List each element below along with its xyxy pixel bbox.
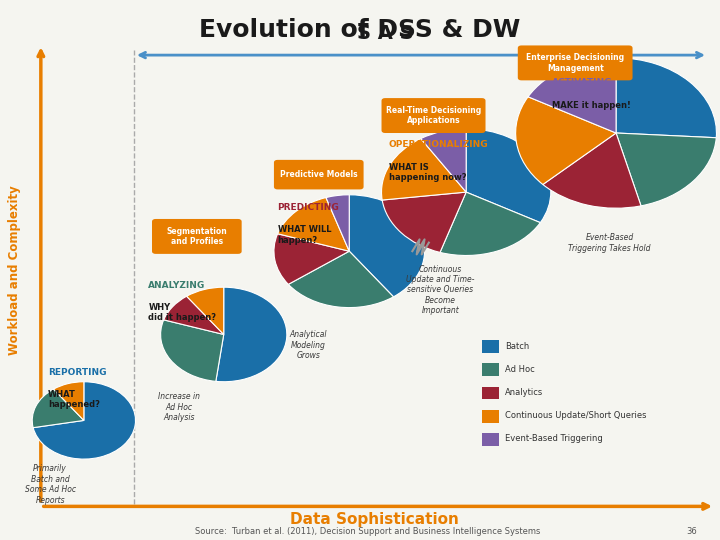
- Wedge shape: [163, 296, 224, 334]
- Wedge shape: [326, 195, 349, 251]
- Wedge shape: [161, 320, 224, 381]
- Text: ANALYZING: ANALYZING: [148, 281, 206, 291]
- Text: S A S: S A S: [357, 24, 413, 43]
- Text: Primarily
Batch and
Some Ad Hoc
Reports: Primarily Batch and Some Ad Hoc Reports: [24, 464, 76, 505]
- FancyBboxPatch shape: [274, 160, 364, 190]
- Wedge shape: [288, 251, 394, 308]
- Wedge shape: [32, 389, 84, 428]
- FancyBboxPatch shape: [482, 433, 499, 446]
- Text: OPERATIONALIZING: OPERATIONALIZING: [389, 140, 488, 149]
- Text: Event-Based Triggering: Event-Based Triggering: [505, 434, 603, 443]
- Wedge shape: [274, 234, 349, 285]
- Wedge shape: [440, 192, 540, 255]
- Text: PREDICTING: PREDICTING: [277, 203, 339, 212]
- FancyBboxPatch shape: [482, 363, 499, 376]
- Text: Analytics: Analytics: [505, 388, 543, 397]
- Wedge shape: [516, 97, 616, 185]
- Text: Continuous Update/Short Queries: Continuous Update/Short Queries: [505, 411, 647, 420]
- Text: Continuous
Update and Time-
sensitive Queries
Become
Important: Continuous Update and Time- sensitive Qu…: [406, 265, 474, 315]
- FancyBboxPatch shape: [482, 410, 499, 423]
- Text: Ad Hoc: Ad Hoc: [505, 365, 535, 374]
- FancyBboxPatch shape: [152, 219, 242, 254]
- Text: Increase in
Ad Hoc
Analysis: Increase in Ad Hoc Analysis: [158, 393, 200, 422]
- Text: Real-Time Decisioning
Applications: Real-Time Decisioning Applications: [386, 106, 481, 125]
- Wedge shape: [616, 58, 716, 138]
- Text: Batch: Batch: [505, 342, 529, 351]
- Text: WHAT
happened?: WHAT happened?: [48, 390, 100, 409]
- Text: Workload and Complexity: Workload and Complexity: [8, 185, 21, 355]
- Wedge shape: [216, 287, 287, 382]
- Text: Enterprise Decisioning
Management: Enterprise Decisioning Management: [526, 53, 624, 72]
- Text: Evolution of DSS & DW: Evolution of DSS & DW: [199, 17, 521, 42]
- Text: Predictive Models: Predictive Models: [280, 170, 358, 179]
- Wedge shape: [53, 382, 84, 421]
- Wedge shape: [186, 287, 224, 334]
- Text: Segmentation
and Profiles: Segmentation and Profiles: [166, 227, 228, 246]
- Wedge shape: [466, 129, 551, 222]
- Wedge shape: [616, 133, 716, 206]
- Wedge shape: [382, 139, 466, 200]
- Wedge shape: [349, 195, 425, 297]
- Wedge shape: [382, 192, 466, 252]
- Wedge shape: [528, 58, 616, 133]
- Wedge shape: [33, 382, 135, 459]
- Text: Source:  Turban et al. (2011), Decision Support and Business Intelligence System: Source: Turban et al. (2011), Decision S…: [195, 528, 541, 536]
- Text: ACTIVATING: ACTIVATING: [552, 78, 613, 87]
- FancyBboxPatch shape: [518, 45, 633, 80]
- Text: WHY
did it happen?: WHY did it happen?: [148, 303, 217, 322]
- Wedge shape: [278, 198, 349, 251]
- Text: Analytical
Modeling
Grows: Analytical Modeling Grows: [289, 330, 327, 360]
- FancyBboxPatch shape: [482, 387, 499, 400]
- Wedge shape: [420, 129, 466, 192]
- Wedge shape: [543, 133, 641, 208]
- Text: REPORTING: REPORTING: [48, 368, 107, 377]
- Text: WHAT WILL
happen?: WHAT WILL happen?: [277, 225, 331, 245]
- Text: 36: 36: [686, 528, 697, 536]
- Text: Data Sophistication: Data Sophistication: [290, 512, 459, 527]
- FancyBboxPatch shape: [482, 340, 499, 353]
- Text: WHAT IS
happening now?: WHAT IS happening now?: [389, 163, 466, 182]
- Text: MAKE it happen!: MAKE it happen!: [552, 101, 631, 110]
- FancyBboxPatch shape: [382, 98, 485, 133]
- Text: Event-Based
Triggering Takes Hold: Event-Based Triggering Takes Hold: [568, 233, 651, 253]
